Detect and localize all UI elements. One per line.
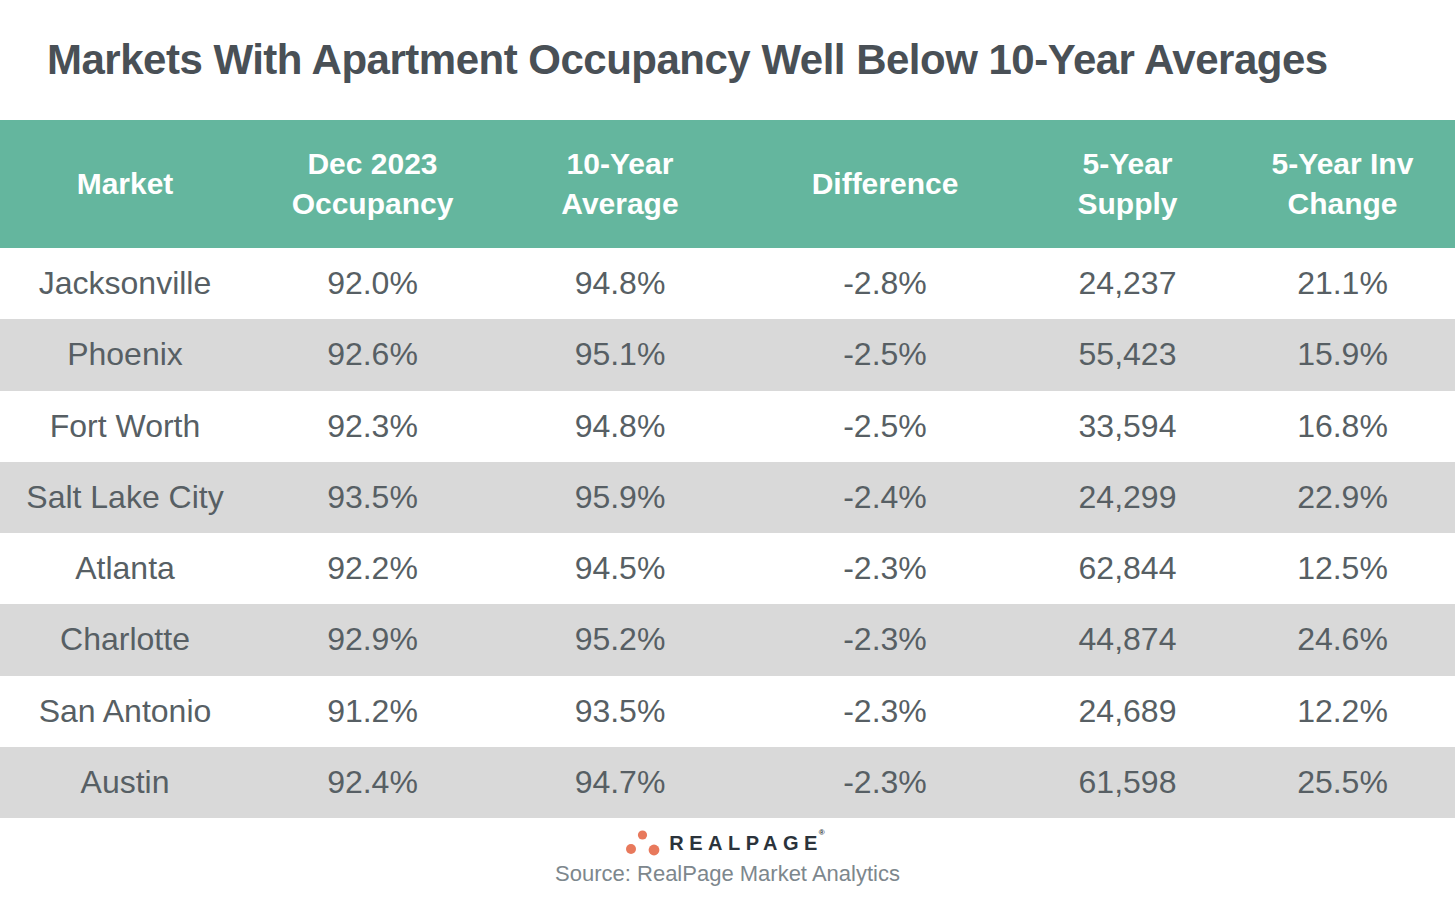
column-header-label: 5-Year (1082, 144, 1172, 184)
cell-difference: -2.5% (745, 319, 1025, 390)
title-band: Markets With Apartment Occupancy Well Be… (0, 0, 1455, 120)
cell-supply: 55,423 (1025, 319, 1230, 390)
column-header-market: Market (0, 120, 250, 248)
cell-occupancy: 92.4% (250, 747, 495, 818)
cell-average: 95.2% (495, 604, 745, 675)
column-header-label: 10-Year (567, 144, 674, 184)
cell-inv-change: 16.8% (1230, 391, 1455, 462)
table-row-austin: Austin 92.4% 94.7% -2.3% 61,598 25.5% (0, 747, 1455, 818)
cell-difference: -2.3% (745, 533, 1025, 604)
column-header-label: Dec 2023 (307, 144, 437, 184)
cell-occupancy: 92.0% (250, 248, 495, 319)
occupancy-table: Market Dec 2023Occupancy 10-YearAverage … (0, 120, 1455, 818)
realpage-logo: REALPAGE® (626, 829, 829, 856)
cell-average: 93.5% (495, 676, 745, 747)
trademark-mark: ® (819, 828, 830, 837)
realpage-dots-icon (626, 829, 660, 856)
source-text: Source: RealPage Market Analytics (555, 861, 900, 887)
column-header-label: Occupancy (292, 184, 454, 224)
column-header-10-year-average: 10-YearAverage (495, 120, 745, 248)
cell-average: 95.9% (495, 462, 745, 533)
cell-market: Fort Worth (0, 391, 250, 462)
cell-supply: 33,594 (1025, 391, 1230, 462)
table-row-atlanta: Atlanta 92.2% 94.5% -2.3% 62,844 12.5% (0, 533, 1455, 604)
column-header-dec-2023-occupancy: Dec 2023Occupancy (250, 120, 495, 248)
footer: REALPAGE® Source: RealPage Market Analyt… (0, 818, 1455, 903)
cell-supply: 24,689 (1025, 676, 1230, 747)
cell-supply: 24,299 (1025, 462, 1230, 533)
cell-inv-change: 15.9% (1230, 319, 1455, 390)
cell-inv-change: 24.6% (1230, 604, 1455, 675)
cell-market: Charlotte (0, 604, 250, 675)
cell-difference: -2.3% (745, 676, 1025, 747)
cell-inv-change: 12.5% (1230, 533, 1455, 604)
realpage-wordmark-text: REALPAGE (669, 832, 823, 854)
table-row-jacksonville: Jacksonville 92.0% 94.8% -2.8% 24,237 21… (0, 248, 1455, 319)
page-title: Markets With Apartment Occupancy Well Be… (47, 36, 1328, 84)
cell-supply: 44,874 (1025, 604, 1230, 675)
cell-market: Jacksonville (0, 248, 250, 319)
cell-supply: 24,237 (1025, 248, 1230, 319)
cell-market: San Antonio (0, 676, 250, 747)
cell-occupancy: 92.6% (250, 319, 495, 390)
column-header-5-year-inv-change: 5-Year InvChange (1230, 120, 1455, 248)
cell-occupancy: 92.9% (250, 604, 495, 675)
cell-inv-change: 21.1% (1230, 248, 1455, 319)
column-header-label: Difference (812, 164, 959, 204)
column-header-difference: Difference (745, 120, 1025, 248)
realpage-wordmark: REALPAGE® (669, 833, 834, 853)
column-header-label: 5-Year Inv (1272, 144, 1414, 184)
cell-occupancy: 91.2% (250, 676, 495, 747)
cell-inv-change: 12.2% (1230, 676, 1455, 747)
cell-occupancy: 93.5% (250, 462, 495, 533)
cell-supply: 61,598 (1025, 747, 1230, 818)
column-header-label: Market (77, 164, 174, 204)
table-row-salt-lake-city: Salt Lake City 93.5% 95.9% -2.4% 24,299 … (0, 462, 1455, 533)
cell-occupancy: 92.3% (250, 391, 495, 462)
cell-difference: -2.3% (745, 747, 1025, 818)
column-header-label: Average (561, 184, 678, 224)
cell-market: Salt Lake City (0, 462, 250, 533)
table-row-phoenix: Phoenix 92.6% 95.1% -2.5% 55,423 15.9% (0, 319, 1455, 390)
cell-difference: -2.4% (745, 462, 1025, 533)
table-row-charlotte: Charlotte 92.9% 95.2% -2.3% 44,874 24.6% (0, 604, 1455, 675)
cell-market: Phoenix (0, 319, 250, 390)
cell-market: Austin (0, 747, 250, 818)
infographic-canvas: Markets With Apartment Occupancy Well Be… (0, 0, 1455, 903)
cell-inv-change: 25.5% (1230, 747, 1455, 818)
cell-inv-change: 22.9% (1230, 462, 1455, 533)
column-header-label: Change (1287, 184, 1397, 224)
table-row-san-antonio: San Antonio 91.2% 93.5% -2.3% 24,689 12.… (0, 676, 1455, 747)
cell-market: Atlanta (0, 533, 250, 604)
column-header-5-year-supply: 5-YearSupply (1025, 120, 1230, 248)
table-header-row: Market Dec 2023Occupancy 10-YearAverage … (0, 120, 1455, 248)
cell-average: 94.7% (495, 747, 745, 818)
cell-difference: -2.8% (745, 248, 1025, 319)
cell-supply: 62,844 (1025, 533, 1230, 604)
column-header-label: Supply (1077, 184, 1177, 224)
cell-average: 94.8% (495, 248, 745, 319)
cell-average: 94.8% (495, 391, 745, 462)
cell-average: 94.5% (495, 533, 745, 604)
cell-difference: -2.5% (745, 391, 1025, 462)
cell-difference: -2.3% (745, 604, 1025, 675)
table-row-fort-worth: Fort Worth 92.3% 94.8% -2.5% 33,594 16.8… (0, 391, 1455, 462)
cell-occupancy: 92.2% (250, 533, 495, 604)
cell-average: 95.1% (495, 319, 745, 390)
